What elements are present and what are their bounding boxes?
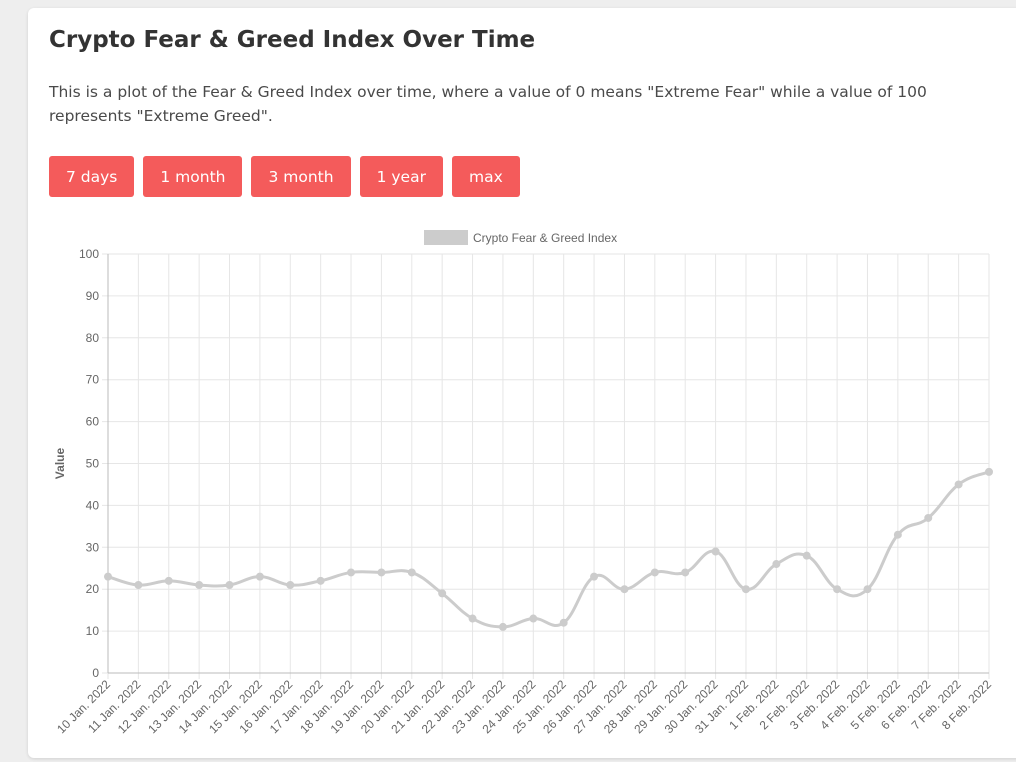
range-1-year-button[interactable]: 1 year bbox=[359, 156, 443, 197]
data-point bbox=[255, 572, 264, 581]
data-point bbox=[863, 585, 872, 594]
data-point bbox=[438, 589, 447, 598]
data-point bbox=[681, 568, 690, 577]
y-tick-label: 70 bbox=[86, 373, 100, 387]
y-tick-label: 90 bbox=[86, 289, 100, 303]
data-point bbox=[195, 581, 204, 590]
y-tick-label: 50 bbox=[86, 457, 100, 471]
y-tick-label: 60 bbox=[86, 415, 100, 429]
data-point bbox=[711, 547, 720, 556]
page-title: Crypto Fear & Greed Index Over Time bbox=[49, 27, 536, 53]
data-point bbox=[985, 467, 993, 476]
data-point bbox=[134, 581, 143, 590]
y-tick-label: 20 bbox=[86, 582, 100, 596]
data-point bbox=[529, 614, 538, 623]
page-description: This is a plot of the Fear & Greed Index… bbox=[49, 83, 927, 125]
data-point bbox=[347, 568, 356, 577]
range-button-group: 7 days 1 month 3 month 1 year max bbox=[49, 156, 520, 197]
y-tick-label: 100 bbox=[79, 247, 99, 261]
y-tick-label: 40 bbox=[86, 498, 100, 512]
range-max-button[interactable]: max bbox=[451, 156, 520, 197]
y-axis-title: Value bbox=[53, 448, 67, 480]
data-point bbox=[286, 581, 295, 590]
data-point bbox=[559, 618, 568, 627]
data-point bbox=[893, 530, 902, 539]
data-point bbox=[498, 622, 507, 631]
y-tick-label: 80 bbox=[86, 331, 100, 345]
y-tick-label: 10 bbox=[86, 624, 100, 638]
data-point bbox=[407, 568, 416, 577]
data-point bbox=[954, 480, 963, 489]
chart-card: Crypto Fear & Greed Index Over Time This… bbox=[28, 8, 1016, 758]
data-point bbox=[650, 568, 659, 577]
data-point bbox=[377, 568, 386, 577]
data-point bbox=[316, 576, 325, 585]
data-point bbox=[590, 572, 599, 581]
y-tick-label: 30 bbox=[86, 540, 100, 554]
legend-label: Crypto Fear & Greed Index bbox=[473, 231, 617, 245]
range-1-month-button[interactable]: 1 month bbox=[143, 156, 243, 197]
data-point bbox=[772, 560, 781, 569]
data-point bbox=[225, 581, 234, 590]
data-point bbox=[741, 585, 750, 594]
data-point bbox=[164, 576, 173, 585]
series-line bbox=[107, 470, 990, 629]
data-point bbox=[833, 585, 842, 594]
y-tick-label: 0 bbox=[92, 666, 99, 680]
data-point bbox=[620, 585, 629, 594]
legend-swatch bbox=[424, 230, 468, 245]
data-point bbox=[468, 614, 477, 623]
data-point bbox=[924, 513, 933, 522]
data-point bbox=[104, 572, 112, 581]
range-3-month-button[interactable]: 3 month bbox=[251, 156, 351, 197]
range-7-days-button[interactable]: 7 days bbox=[49, 156, 135, 197]
data-point bbox=[802, 551, 811, 560]
